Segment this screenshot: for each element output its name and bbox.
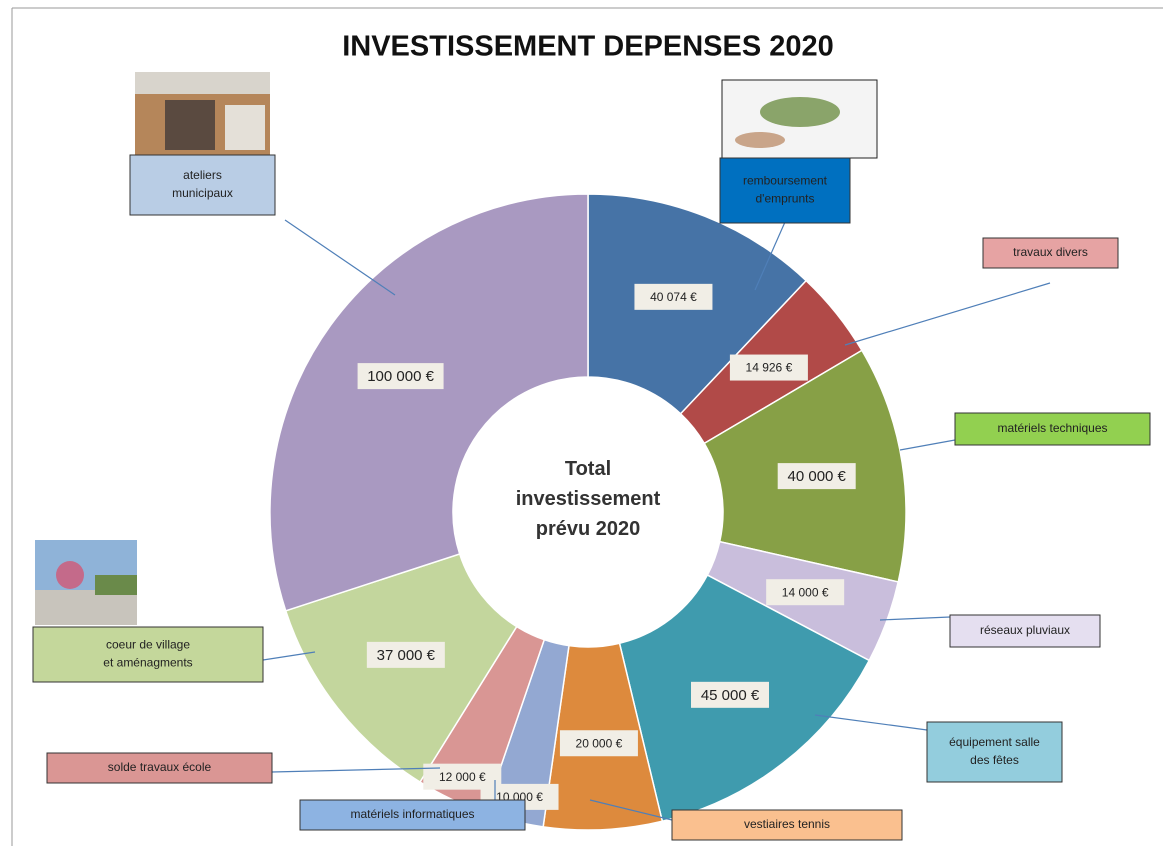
legend-label: matériels informatiques [350,807,474,821]
leader-line [844,282,1051,346]
value-label-box [634,283,713,310]
value-label: 37 000 € [377,647,436,664]
legend-label: coeur de village et aménagments [103,638,192,670]
donut-segment [284,553,518,784]
photo [135,72,270,157]
value-label: 12 000 € [439,770,486,784]
leader-line [262,651,316,661]
legend-box [982,237,1119,269]
legend-box [954,412,1151,446]
value-label: 20 000 € [576,736,623,750]
legend-label: réseaux pluviaux [980,623,1070,637]
value-label-box [729,354,808,381]
legend-box [926,721,1063,783]
legend-label: matériels techniques [997,421,1107,435]
value-label: 100 000 € [367,368,434,385]
value-label-box [559,730,638,757]
legend-label: travaux divers [1013,245,1088,259]
legend-label: remboursement d'emprunts [743,174,828,206]
legend-label: ateliers municipaux [172,168,233,200]
value-label: 14 000 € [782,585,829,599]
value-label-box [357,363,444,390]
value-label-box [777,463,856,490]
leader-line [899,439,956,451]
donut-segment [269,193,589,612]
value-label-box [366,641,445,668]
legend-box [671,809,903,841]
legend-label: équipement salle des fêtes [949,735,1040,767]
legend-box [719,157,851,224]
leader-line [754,221,786,291]
chart-title: INVESTISSEMENT DEPENSES 2020 [342,31,834,63]
center-label: Total investissement prévu 2020 [516,458,661,540]
photo [721,79,878,159]
value-label-box [691,681,770,708]
photo [35,540,137,625]
legend-label: vestiaires tennis [744,817,830,831]
legend-label: solde travaux école [108,760,212,774]
value-label: 40 074 € [650,290,697,304]
legend-box [299,799,526,831]
value-label: 40 000 € [788,468,847,485]
legend-box [129,154,276,216]
leader-line [284,219,396,296]
legend-box [949,614,1101,648]
leader-line [589,799,673,821]
value-label-box [766,579,845,606]
value-label: 14 926 € [746,361,793,375]
leader-line [814,714,928,731]
legend-box [32,626,264,683]
legend-box [46,752,273,784]
value-label: 45 000 € [701,687,760,704]
leader-line [879,616,951,621]
leader-line [271,767,441,773]
